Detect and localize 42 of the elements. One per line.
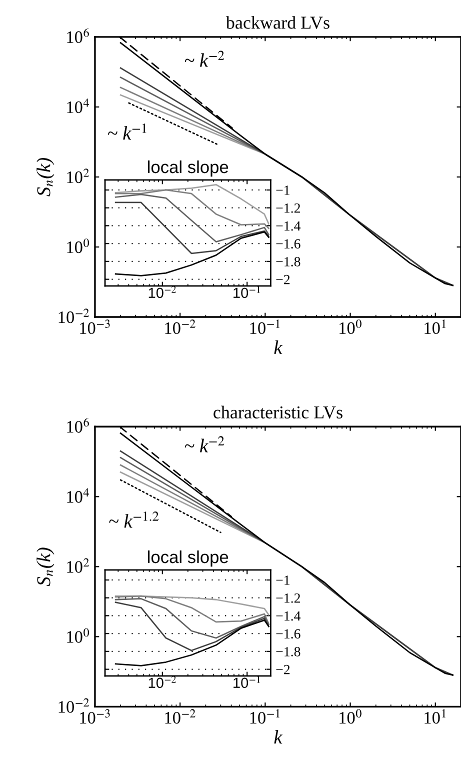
chart-title: local slope bbox=[148, 550, 228, 567]
chart-title: backward LVs bbox=[226, 16, 330, 29]
annotation: ~ k$^{−1.2}$ bbox=[109, 512, 159, 528]
y-tick-label: −1 bbox=[276, 186, 290, 195]
y-tick-label: −1.2 bbox=[276, 203, 300, 213]
chart-title: local slope bbox=[148, 160, 228, 177]
y-tick-label: −1.4 bbox=[276, 611, 301, 621]
y-tick-label: −2 bbox=[276, 274, 290, 284]
x-tick-label: 10$^{0}$ bbox=[340, 709, 362, 724]
x-tick-label: 10$^{−1}$ bbox=[250, 319, 280, 334]
x-axis-title: k bbox=[274, 340, 283, 354]
y-tick-label: 10$^{4}$ bbox=[67, 98, 90, 114]
y-tick-label: −1.8 bbox=[276, 646, 300, 656]
y-tick-label: 10$^{2}$ bbox=[67, 168, 90, 184]
y-axis-title: S$_{n}$(k) bbox=[36, 548, 54, 586]
y-tick-label: 10$^{6}$ bbox=[67, 418, 89, 433]
x-tick-label: 10$^{−1}$ bbox=[234, 676, 260, 688]
x-axis-title: k bbox=[274, 730, 283, 744]
y-axis-title: S$_{n}$(k) bbox=[36, 158, 54, 196]
annotation: ~ k$^{−2}$ bbox=[184, 50, 224, 67]
y-tick-label: −1 bbox=[276, 576, 290, 585]
y-tick-label: −1.6 bbox=[276, 629, 300, 639]
x-tick-label: 10$^{0}$ bbox=[340, 319, 362, 334]
y-tick-label: −1.4 bbox=[276, 221, 301, 231]
annotation: ~ k$^{−2}$ bbox=[184, 436, 224, 452]
x-tick-label: 10$^{−2}$ bbox=[165, 319, 196, 334]
y-tick-label: 10$^{6}$ bbox=[67, 28, 89, 44]
y-tick-label: 10$^{0}$ bbox=[67, 628, 90, 643]
x-tick-label: 10$^{−1}$ bbox=[250, 709, 280, 724]
y-tick-label: −2 bbox=[276, 664, 290, 674]
y-tick-label: −1.6 bbox=[276, 239, 300, 249]
x-tick-label: 10$^{−2}$ bbox=[165, 709, 196, 724]
y-tick-label: −1.8 bbox=[276, 257, 300, 266]
y-tick-label: 10$^{2}$ bbox=[67, 558, 90, 573]
annotation: ~ k$^{−1}$ bbox=[108, 124, 146, 140]
x-tick-label: 10$^{−1}$ bbox=[234, 286, 260, 298]
y-tick-label: 10$^{4}$ bbox=[67, 488, 90, 503]
chart-title: characteristic LVs bbox=[214, 406, 342, 419]
y-tick-label: 10$^{0}$ bbox=[67, 238, 90, 254]
x-tick-label: 10$^{1}$ bbox=[424, 319, 446, 334]
y-tick-label: −1.2 bbox=[276, 593, 300, 603]
x-tick-label: 10$^{1}$ bbox=[424, 709, 446, 724]
